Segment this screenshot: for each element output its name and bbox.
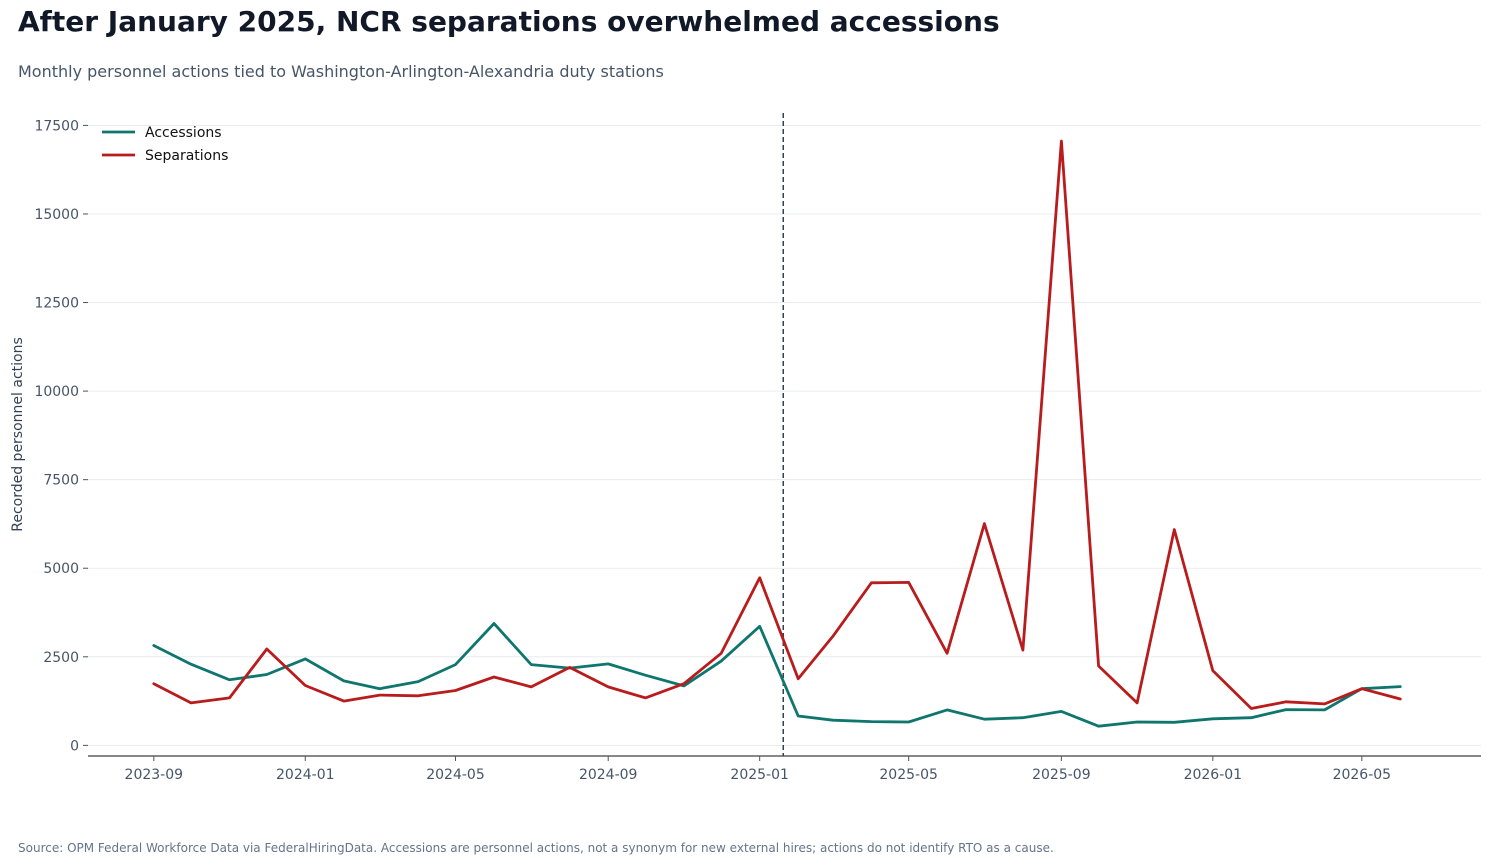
y-tick-label: 7500: [43, 473, 79, 489]
grid-lines: [88, 124, 1481, 746]
x-tick-label: 2025-09: [1032, 767, 1091, 783]
series-line-separations: [152, 139, 1402, 710]
x-tick-label: 2024-01: [276, 767, 335, 783]
series-lines: [152, 139, 1402, 728]
x-tick-label: 2026-05: [1333, 767, 1392, 783]
legend-label-separations: Separations: [145, 148, 228, 164]
x-tick-label: 2023-09: [125, 767, 184, 783]
y-tick-label: 17500: [34, 118, 79, 134]
line-chart: 2023-09 2024-01 2024-05 2024-09 2025-01 2025-…: [10, 113, 1481, 783]
y-tick-label: 10000: [34, 384, 79, 400]
y-tick-label: 0: [70, 738, 79, 754]
y-tick-label: 15000: [34, 207, 79, 223]
x-tick-label: 2024-09: [579, 767, 638, 783]
legend-label-accessions: Accessions: [145, 125, 222, 141]
chart-title: After January 2025, NCR separations over…: [18, 5, 1000, 38]
y-axis-label: Recorded personnel actions: [10, 337, 26, 532]
series-line-accessions: [152, 622, 1402, 728]
chart-subtitle: Monthly personnel actions tied to Washin…: [18, 62, 664, 81]
x-tick-label: 2025-01: [730, 767, 789, 783]
x-tick-label: 2026-01: [1184, 767, 1243, 783]
legend: Accessions Separations: [102, 125, 228, 164]
y-axis-ticks: 0 2500 5000 7500 10000 12500 15000 17500: [34, 118, 88, 754]
y-tick-label: 5000: [43, 561, 79, 577]
x-tick-label: 2025-05: [879, 767, 938, 783]
x-tick-label: 2024-05: [426, 767, 485, 783]
y-tick-label: 2500: [43, 650, 79, 666]
x-axis-ticks: 2023-09 2024-01 2024-05 2024-09 2025-01 2025-…: [125, 756, 1392, 783]
source-note: Source: OPM Federal Workforce Data via F…: [18, 841, 1054, 855]
y-tick-label: 12500: [34, 296, 79, 312]
